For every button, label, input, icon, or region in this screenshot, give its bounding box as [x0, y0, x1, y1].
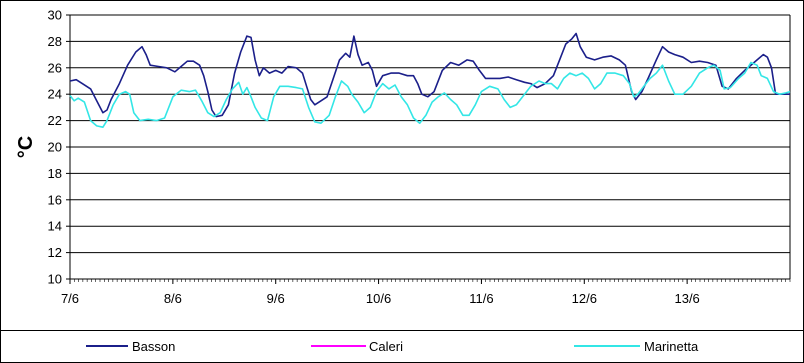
y-tick-label: 22	[48, 113, 62, 128]
series-line-marinetta	[69, 61, 791, 128]
x-tick-label: 9/6	[267, 291, 285, 306]
y-axis-title-group: °C	[15, 136, 37, 158]
legend-label-caleri: Caleri	[369, 339, 403, 354]
y-tick-label: 18	[48, 166, 62, 181]
y-tick-label: 16	[48, 192, 62, 207]
y-axis-title: °C	[15, 136, 37, 158]
y-tick-label: 30	[48, 8, 62, 23]
series-lines	[69, 32, 791, 128]
x-tick-label: 7/6	[61, 291, 79, 306]
gridlines	[70, 14, 790, 280]
x-tick-label: 12/6	[572, 291, 597, 306]
x-tick-label: 11/6	[469, 291, 493, 306]
y-tick-label: 28	[48, 34, 62, 49]
y-tick-label: 26	[48, 60, 62, 75]
legend-label-basson: Basson	[132, 339, 175, 354]
y-tick-label: 10	[48, 272, 62, 287]
y-tick-label: 14	[48, 219, 62, 234]
y-tick-label: 12	[48, 245, 62, 260]
x-tick-label: 13/6	[674, 291, 699, 306]
x-tick-label: 8/6	[164, 291, 182, 306]
y-tick-label: 24	[48, 87, 62, 102]
legend-label-marinetta: Marinetta	[644, 339, 699, 354]
x-tick-label: 10/6	[366, 291, 391, 306]
axes: 10 12 14 16 18 20 22 24 26 28 30 7/6 8/6 9/6 10/6 11/6 1…	[48, 8, 791, 306]
y-tick-label: 20	[48, 140, 62, 155]
series-line-basson	[69, 32, 790, 118]
